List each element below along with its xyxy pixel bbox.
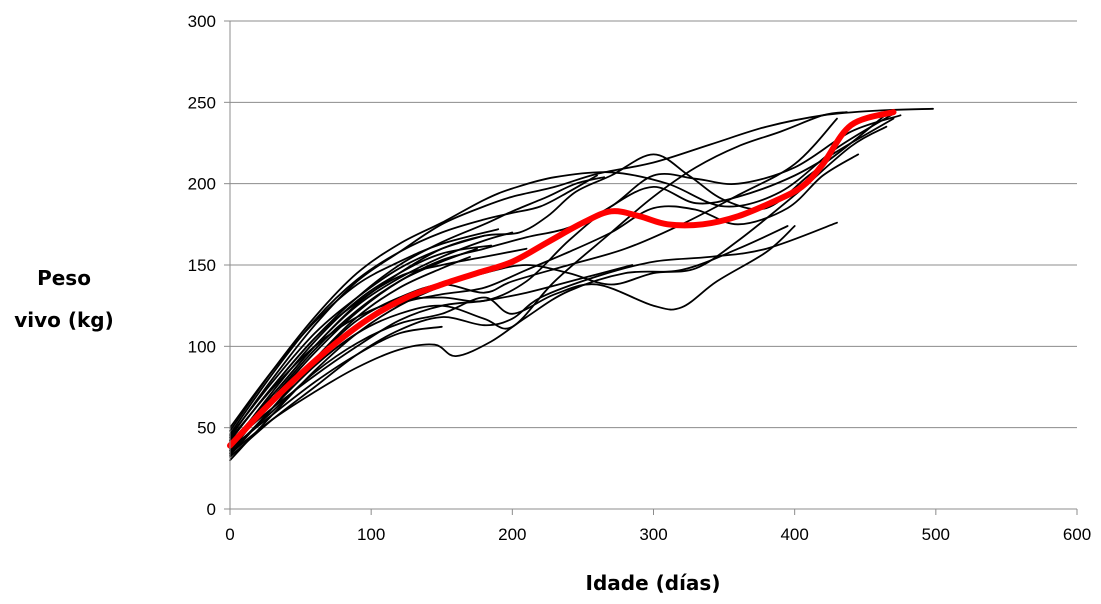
- x-tick-label-100: 100: [357, 525, 385, 544]
- series-line-11: [229, 225, 796, 452]
- series-line-14: [229, 111, 848, 455]
- series-line-4: [229, 244, 493, 449]
- axes: [224, 20, 1078, 515]
- mean-series-line: [227, 109, 897, 449]
- series-line-13: [229, 117, 838, 449]
- y-tick-label-150: 150: [188, 256, 216, 275]
- x-tick-label-400: 400: [780, 525, 808, 544]
- y-tick-label-250: 250: [188, 93, 216, 112]
- tick-labels: 0 50 100 150 200 250 300 0 100 200 300 400 500 600: [188, 12, 1092, 544]
- series-line-21: [229, 125, 888, 462]
- x-tick-label-200: 200: [498, 525, 526, 544]
- series-line-16: [229, 112, 895, 432]
- y-tick-label-0: 0: [207, 500, 216, 519]
- x-axis-title: Idade (días): [586, 571, 721, 595]
- individual-series-lines: [229, 107, 934, 462]
- series-line-22: [229, 117, 895, 440]
- y-axis-title-line-1: Peso: [37, 266, 91, 290]
- y-tick-label-50: 50: [197, 419, 216, 438]
- series-line-12: [229, 221, 838, 458]
- y-tick-label-200: 200: [188, 175, 216, 194]
- series-line-19: [229, 109, 892, 447]
- mean-series-path: [227, 109, 897, 449]
- series-line-17: [229, 176, 605, 442]
- x-tick-label-600: 600: [1063, 525, 1091, 544]
- series-line-18: [229, 174, 598, 436]
- y-tick-label-300: 300: [188, 12, 216, 31]
- y-axis-title-line-2: vivo (kg): [14, 308, 114, 332]
- x-tick-label-500: 500: [922, 525, 950, 544]
- y-tick-label-100: 100: [188, 337, 216, 356]
- x-tick-label-300: 300: [639, 525, 667, 544]
- series-line-20: [229, 114, 902, 452]
- series-line-15: [229, 107, 934, 439]
- x-tick-label-0: 0: [225, 525, 234, 544]
